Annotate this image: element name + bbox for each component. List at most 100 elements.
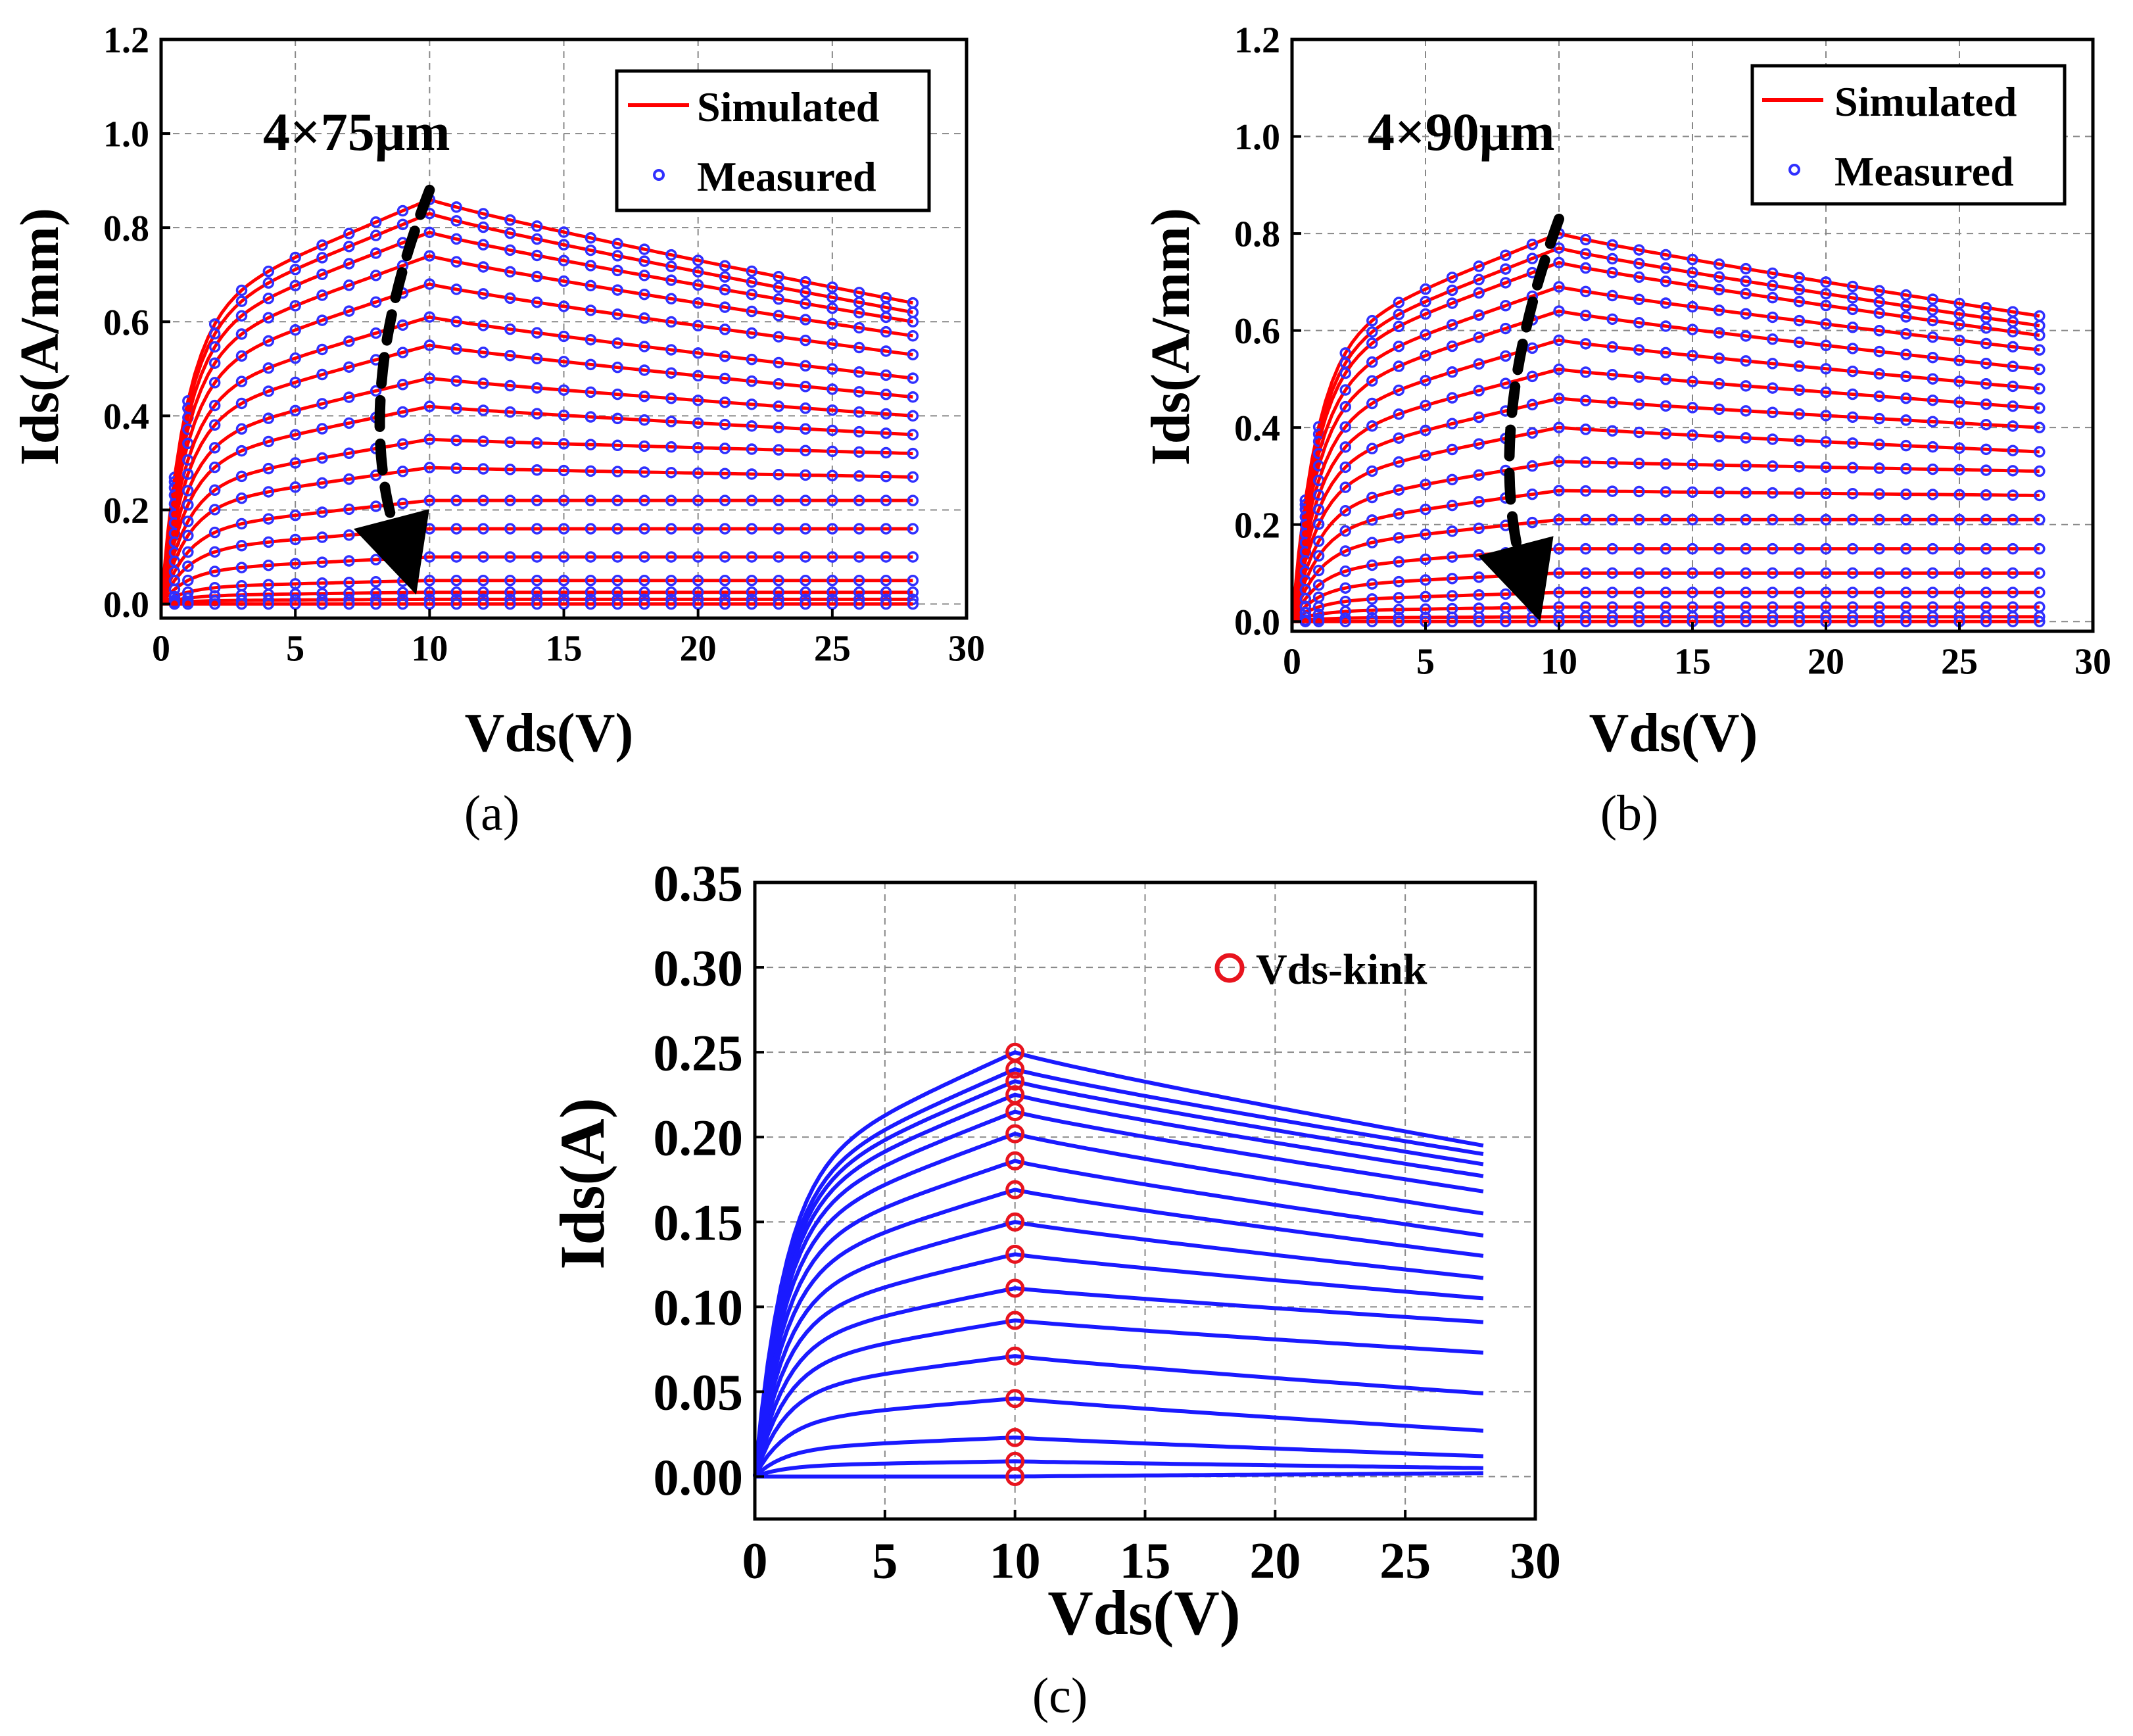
measured-marker	[289, 376, 301, 389]
measured-marker	[585, 358, 597, 371]
measured-marker	[1820, 276, 1832, 288]
measured-marker	[1393, 340, 1405, 352]
measured-marker	[853, 341, 865, 354]
measured-marker	[907, 349, 919, 361]
measured-marker	[719, 324, 731, 335]
x-tick-label: 25	[1379, 1532, 1431, 1589]
measured-marker	[477, 598, 489, 610]
measured-marker	[1420, 574, 1431, 586]
measured-marker	[1393, 575, 1405, 588]
measured-marker	[1927, 373, 1939, 385]
measured-marker	[692, 297, 704, 309]
measured-marker	[1553, 587, 1565, 598]
measured-marker	[773, 494, 784, 506]
panel-b-ticks: 0 5 10 15 20 25 30 0.0 0.2 0.4 0.6 0.8 1.0 1.2	[1234, 20, 2111, 683]
measured-marker	[477, 551, 489, 563]
measured-marker	[719, 494, 731, 506]
measured-marker	[477, 435, 489, 447]
measured-marker	[1980, 357, 1992, 370]
simulated-curve	[160, 579, 913, 606]
measured-marker	[1393, 508, 1405, 520]
measured-marker	[773, 270, 784, 283]
measured-marker	[1339, 367, 1351, 379]
measured-marker	[907, 329, 919, 342]
measured-marker	[1553, 242, 1565, 254]
measured-marker	[423, 372, 436, 384]
measured-marker	[853, 523, 865, 535]
measured-marker	[558, 586, 570, 598]
measured-marker	[1579, 514, 1592, 526]
panel-b-ylabel: Ids(A/mm)	[1140, 208, 1201, 466]
measured-marker	[558, 523, 570, 535]
simulated-curve	[159, 212, 913, 604]
panel-c-curves	[753, 1042, 1484, 1486]
measured-marker	[1846, 567, 1859, 579]
measured-marker	[1312, 579, 1325, 591]
measured-marker	[1927, 416, 1939, 427]
measured-marker	[692, 586, 704, 598]
measured-marker	[585, 551, 597, 563]
measured-marker	[638, 494, 650, 506]
measured-marker	[611, 264, 623, 277]
measured-marker	[880, 311, 892, 324]
measured-marker	[208, 377, 221, 389]
measured-marker	[1953, 417, 1965, 429]
kink-marker	[1005, 1346, 1025, 1366]
measured-marker	[719, 586, 731, 598]
measured-marker	[1846, 365, 1859, 377]
measured-marker	[1980, 464, 1992, 476]
measured-marker	[1366, 465, 1378, 477]
x-tick-label: 0	[742, 1532, 768, 1589]
measured-marker	[504, 436, 516, 448]
measured-marker	[396, 379, 409, 391]
measured-marker	[1526, 238, 1539, 251]
measured-marker	[531, 437, 543, 449]
measured-marker	[558, 301, 570, 312]
measured-marker	[1740, 262, 1752, 275]
measured-marker	[423, 226, 436, 239]
measured-marker	[1500, 277, 1512, 289]
x-tick-label: 10	[990, 1532, 1041, 1589]
simulated-curve	[159, 404, 913, 604]
measured-marker	[1900, 328, 1912, 340]
measured-marker	[1660, 567, 1672, 579]
measured-marker	[1713, 542, 1725, 555]
measured-marker	[1500, 263, 1512, 275]
measured-marker	[1526, 398, 1539, 411]
measured-marker	[1900, 370, 1912, 383]
measured-marker	[316, 531, 328, 543]
measured-marker	[1473, 260, 1485, 272]
measured-marker	[746, 523, 758, 535]
measured-marker	[1740, 542, 1752, 555]
measured-marker	[450, 434, 462, 446]
measured-marker	[1713, 567, 1725, 579]
measured-marker	[907, 593, 919, 606]
measured-marker	[692, 347, 704, 359]
measured-marker	[396, 466, 409, 477]
measured-marker	[719, 372, 731, 385]
measured-marker	[1446, 590, 1458, 602]
measured-marker	[450, 402, 462, 414]
measured-marker	[1953, 375, 1965, 387]
ids-curve	[753, 1252, 1484, 1478]
measured-marker	[1606, 397, 1618, 408]
measured-marker	[853, 322, 865, 334]
measured-marker	[1553, 422, 1565, 433]
measured-marker	[1446, 418, 1458, 430]
measured-marker	[1660, 262, 1672, 274]
measured-marker	[2034, 567, 2046, 579]
measured-marker	[343, 279, 355, 291]
measured-marker	[746, 375, 758, 387]
measured-marker	[1339, 481, 1351, 493]
simulated-curve	[1290, 246, 2040, 622]
x-tick-label: 15	[546, 628, 583, 669]
measured-marker	[692, 523, 704, 535]
measured-marker	[1927, 331, 1939, 343]
measured-marker	[585, 232, 597, 244]
panel-a-legend: Simulated Measured	[615, 69, 931, 212]
measured-marker	[1579, 285, 1592, 298]
measured-marker	[880, 369, 892, 381]
measured-marker	[504, 464, 516, 475]
measured-marker	[1900, 514, 1912, 526]
measured-marker	[1873, 615, 1885, 627]
